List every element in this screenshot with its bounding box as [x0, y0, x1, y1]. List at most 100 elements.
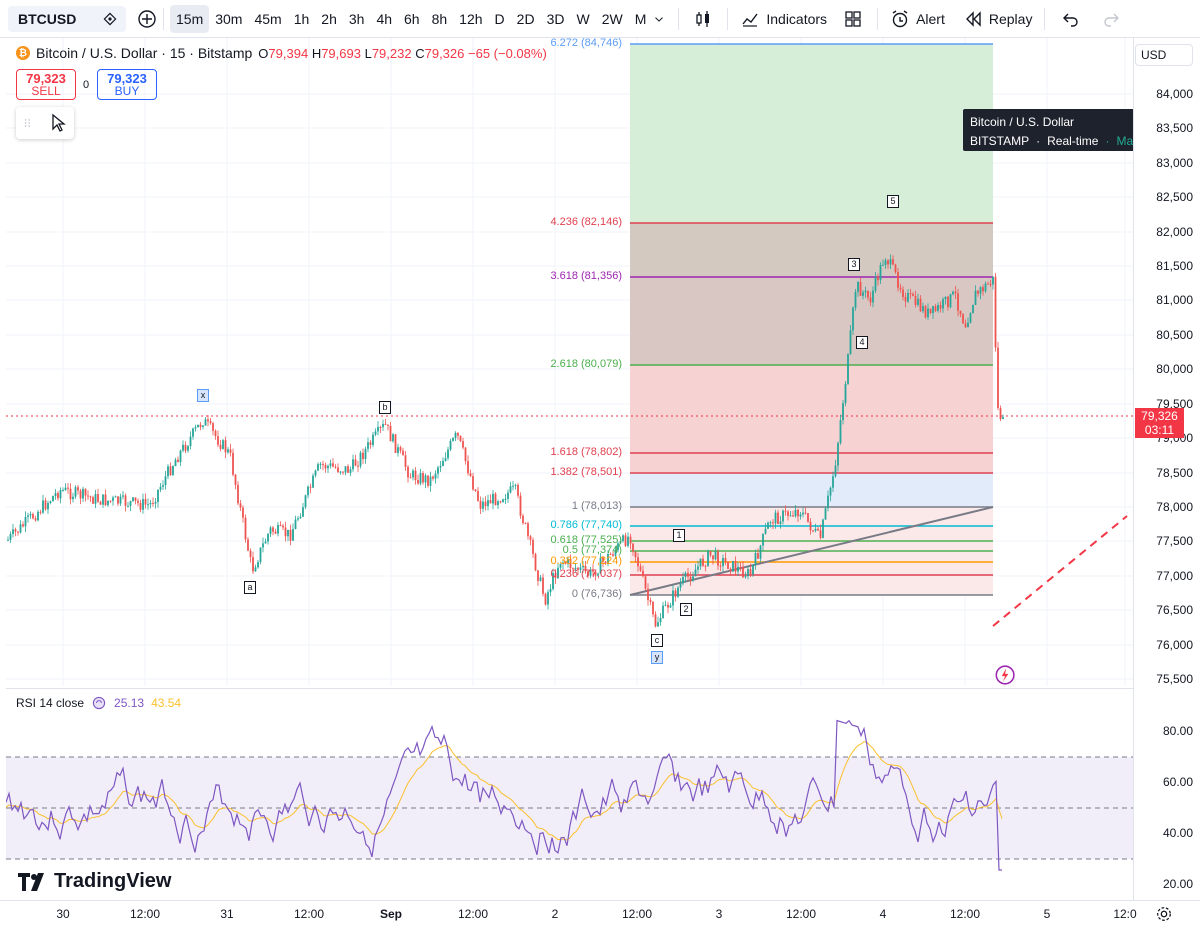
interval-W[interactable]: W — [576, 10, 590, 27]
rsi-pane[interactable] — [6, 688, 1133, 900]
candle-body — [844, 383, 847, 404]
candle-body — [317, 464, 319, 471]
drawing-tool-palette — [16, 107, 74, 139]
symbol-search[interactable]: BTCUSD — [8, 5, 126, 32]
interval-45m[interactable]: 45m — [254, 10, 282, 27]
candle-body — [577, 567, 579, 570]
interval-4h[interactable]: 4h — [376, 10, 393, 27]
candle-body — [414, 470, 417, 480]
interval-2D[interactable]: 2D — [516, 10, 535, 27]
interval-2h[interactable]: 2h — [321, 10, 337, 27]
candle-body — [542, 577, 544, 594]
interval-12h[interactable]: 12h — [459, 10, 483, 27]
price-tick-label: 77,000 — [1156, 569, 1193, 583]
interval-6h[interactable]: 6h — [404, 10, 420, 27]
interval-1h[interactable]: 1h — [293, 10, 310, 27]
replay-button[interactable]: Replay — [957, 5, 1039, 33]
watchlist-icon[interactable] — [102, 11, 118, 27]
price-chart[interactable] — [6, 38, 1133, 686]
candle-body — [969, 313, 972, 323]
lightning-alert-icon[interactable] — [993, 664, 1015, 686]
candle-body — [314, 470, 317, 476]
wave-label-a[interactable]: a — [244, 581, 256, 594]
candle-body — [69, 488, 72, 500]
spread-value: 0 — [83, 79, 90, 91]
wave-label-2[interactable]: 2 — [680, 603, 692, 616]
interval-M[interactable]: M — [634, 10, 647, 27]
candle-body — [977, 290, 979, 294]
wave-label-x[interactable]: x — [197, 389, 209, 402]
redo-icon[interactable] — [1101, 9, 1121, 29]
undo-icon[interactable] — [1061, 9, 1081, 29]
drag-handle-icon[interactable] — [22, 113, 34, 133]
candle-body — [192, 428, 194, 437]
compare-add-icon[interactable] — [137, 9, 157, 29]
fib-level-label: 0.618 (77,525) — [550, 534, 622, 546]
candle-body — [719, 565, 722, 567]
candle-body — [509, 486, 512, 493]
candle-body — [459, 435, 462, 442]
settings-gear-icon[interactable] — [1155, 905, 1173, 923]
candle-body — [717, 551, 719, 566]
refresh-icon[interactable] — [91, 695, 107, 711]
rsi-ma-value: 43.54 — [151, 696, 182, 710]
candle-body — [84, 488, 87, 496]
candle-body — [362, 452, 364, 459]
interval-15m[interactable]: 15m — [170, 4, 210, 33]
candle-body — [644, 576, 647, 589]
candle-body — [547, 592, 549, 605]
price-axis[interactable]: 84,000 83,500 83,000 82,500 82,000 81,500 81,0… — [1133, 38, 1200, 900]
candle-body — [974, 290, 977, 305]
time-tick-label: 12:00 — [949, 907, 981, 921]
wave-label-1[interactable]: 1 — [673, 529, 685, 542]
candle-body — [377, 427, 379, 432]
candle-body — [599, 557, 602, 574]
candle-body — [849, 330, 852, 355]
candle-body — [937, 305, 939, 311]
candles-chart-type-icon[interactable] — [693, 9, 713, 29]
wave-label-c[interactable]: c — [651, 634, 663, 647]
wave-label-3[interactable]: 3 — [848, 258, 860, 271]
wave-label-4[interactable]: 4 — [856, 336, 868, 349]
candle-body — [852, 307, 854, 331]
candle-body — [279, 525, 282, 527]
candle-body — [237, 484, 239, 504]
cursor-arrow-icon[interactable] — [48, 113, 68, 133]
candle-body — [79, 490, 82, 499]
candle-body — [472, 476, 474, 490]
chevron-down-icon[interactable] — [652, 9, 666, 29]
interval-3D[interactable]: 3D — [546, 10, 565, 27]
currency-select[interactable]: USD — [1135, 44, 1193, 66]
candle-body — [519, 495, 522, 516]
indicators-button[interactable]: Indicators — [734, 5, 833, 33]
candle-body — [907, 293, 909, 302]
wave-label-b[interactable]: b — [379, 401, 391, 414]
candle-body — [972, 304, 974, 314]
price-tick-label: 84,000 — [1156, 87, 1193, 101]
wave-label-y[interactable]: y — [651, 651, 663, 664]
candle-body — [864, 290, 867, 293]
interval-30m[interactable]: 30m — [215, 10, 243, 27]
templates-grid-icon[interactable] — [843, 9, 863, 29]
candle-body — [724, 558, 727, 562]
candle-body — [349, 469, 352, 473]
candle-body — [777, 512, 779, 525]
wave-label-5[interactable]: 5 — [887, 195, 899, 208]
price-tick-label: 76,000 — [1156, 638, 1193, 652]
time-axis[interactable]: 30 12:00 31 12:00 Sep 12:00 2 12:00 3 12:00 4 12:00… — [0, 900, 1200, 930]
candle-body — [784, 510, 787, 512]
sell-button[interactable]: 79,323 SELL — [16, 69, 76, 100]
interval-8h[interactable]: 8h — [431, 10, 448, 27]
interval-2W[interactable]: 2W — [601, 10, 623, 27]
interval-3h[interactable]: 3h — [348, 10, 365, 27]
candle-body — [357, 465, 359, 467]
candle-body — [764, 528, 767, 534]
candle-body — [834, 465, 837, 477]
candle-body — [647, 588, 649, 600]
candle-body — [964, 323, 967, 328]
alert-button[interactable]: Alert — [884, 5, 951, 33]
buy-button[interactable]: 79,323 BUY — [97, 69, 157, 100]
price-tick-label: 80,000 — [1156, 362, 1193, 376]
interval-D[interactable]: D — [494, 10, 505, 27]
candle-body — [939, 305, 942, 309]
